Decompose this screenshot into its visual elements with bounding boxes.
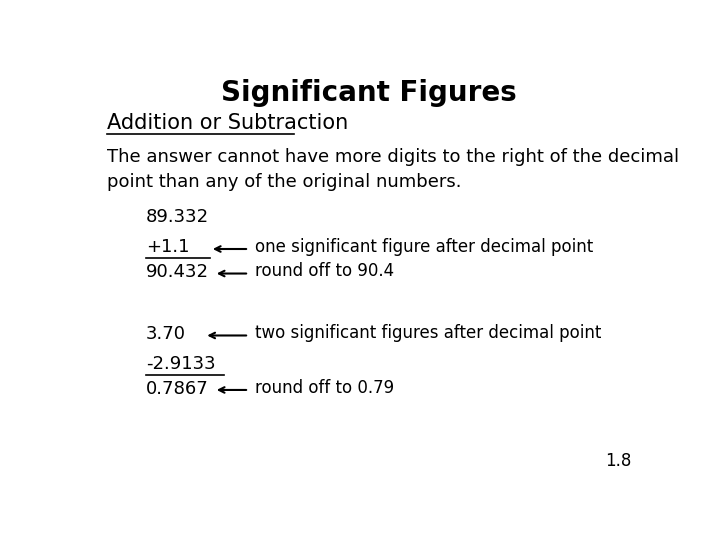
Text: 1.8: 1.8 [605,452,631,470]
Text: 89.332: 89.332 [145,208,209,226]
Text: round off to 90.4: round off to 90.4 [255,262,394,280]
Text: 0.7867: 0.7867 [145,380,209,397]
Text: -2.9133: -2.9133 [145,355,215,373]
Text: Addition or Subtraction: Addition or Subtraction [107,113,348,133]
Text: +1.1: +1.1 [145,238,189,256]
Text: 3.70: 3.70 [145,325,186,343]
Text: 90.432: 90.432 [145,263,209,281]
Text: Significant Figures: Significant Figures [221,79,517,107]
Text: round off to 0.79: round off to 0.79 [255,379,394,397]
Text: one significant figure after decimal point: one significant figure after decimal poi… [255,238,593,256]
Text: The answer cannot have more digits to the right of the decimal
point than any of: The answer cannot have more digits to th… [107,148,679,191]
Text: two significant figures after decimal point: two significant figures after decimal po… [255,325,601,342]
